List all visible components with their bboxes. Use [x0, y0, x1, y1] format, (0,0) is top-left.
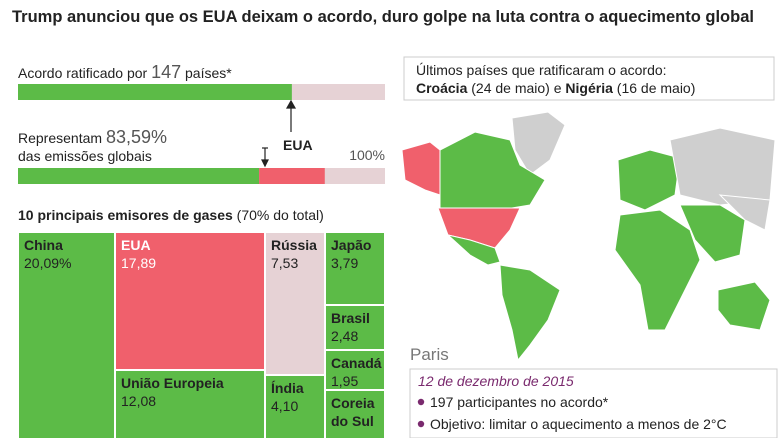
country: Croácia: [416, 80, 468, 96]
cell-value: 12,08: [121, 393, 157, 409]
cell-name: União Europeia: [121, 375, 224, 391]
treemap-cell: China 20,09%: [18, 232, 115, 438]
cell-value: 4,10: [271, 398, 299, 414]
cell-name: EUA: [121, 237, 151, 253]
subtitle: (70% do total): [237, 207, 324, 223]
value: 147: [151, 62, 181, 82]
paris-date: 12 de dezembro de 2015: [418, 373, 574, 389]
note-line: Croácia (24 de maio) e Nigéria (16 de ma…: [416, 80, 695, 96]
arrows: [261, 99, 297, 168]
cell-name: Japão: [331, 237, 372, 253]
paris-bullet: Objetivo: limitar o aquecimento a menos …: [430, 416, 727, 432]
cell-value: 2,48: [331, 328, 359, 344]
treemap-cell: Brasil 2,48: [325, 305, 385, 350]
treemap-cell: EUA 17,89: [115, 232, 265, 370]
world-map: [401, 111, 776, 362]
cell-name: China: [24, 237, 63, 253]
note-box: [403, 56, 775, 101]
cell-name: Rússia: [271, 237, 317, 253]
treemap-title: 10 principais emisores de gases (70% do …: [18, 207, 324, 223]
cell-value: 17,89: [121, 255, 157, 271]
cell-name: Índia: [271, 380, 304, 396]
cell-value: 1,95: [331, 373, 359, 389]
bar2-label2: das emissões globais: [18, 148, 152, 164]
tick-label: 100%: [349, 147, 385, 163]
treemap-cell: Canadá 1,95: [325, 350, 385, 390]
note-heading: Últimos países que ratificaram o acordo:: [416, 62, 667, 78]
treemap-cell: Rússia 7,53: [265, 232, 325, 375]
joiner: e: [554, 80, 562, 96]
label: Representam: [18, 130, 102, 146]
paris-box: [409, 368, 778, 438]
title: 10 principais emisores de gases: [18, 207, 233, 223]
cell-value: 7,53: [271, 255, 299, 271]
annotation: EUA: [283, 137, 313, 153]
bar-segment: [259, 168, 325, 184]
cell-value: 20,09%: [24, 255, 72, 271]
label: países*: [185, 65, 232, 81]
date: (16 de maio): [617, 80, 696, 96]
treemap-cell: Coreia do Sul: [325, 390, 385, 438]
treemap-cell: União Europeia 12,08: [115, 370, 265, 438]
bar: [18, 84, 292, 100]
paris-bullet: 197 participantes no acordo*: [430, 394, 609, 410]
country: Nigéria: [565, 80, 613, 96]
cell-name: Canadá: [331, 355, 382, 371]
bar2-label: Representam 83,59%: [18, 127, 167, 147]
title: Trump anunciou que os EUA deixam o acord…: [12, 8, 754, 26]
bar-segment: [18, 168, 260, 184]
treemap-cell: Índia 4,10: [265, 375, 325, 438]
paris-city: Paris: [410, 345, 449, 364]
label: Acordo ratificado por: [18, 65, 148, 81]
bullet: [417, 420, 425, 428]
cell-name: Brasil: [331, 310, 370, 326]
bar1-label: Acordo ratificado por 147 países*: [18, 62, 232, 82]
total: 83,59%: [106, 127, 167, 147]
bullet: [417, 398, 425, 406]
treemap-cell: Japão 3,79: [325, 232, 385, 305]
cell-name: Coreia do Sul: [331, 395, 375, 429]
cell-value: 3,79: [331, 255, 359, 271]
date: (24 de maio): [471, 80, 550, 96]
